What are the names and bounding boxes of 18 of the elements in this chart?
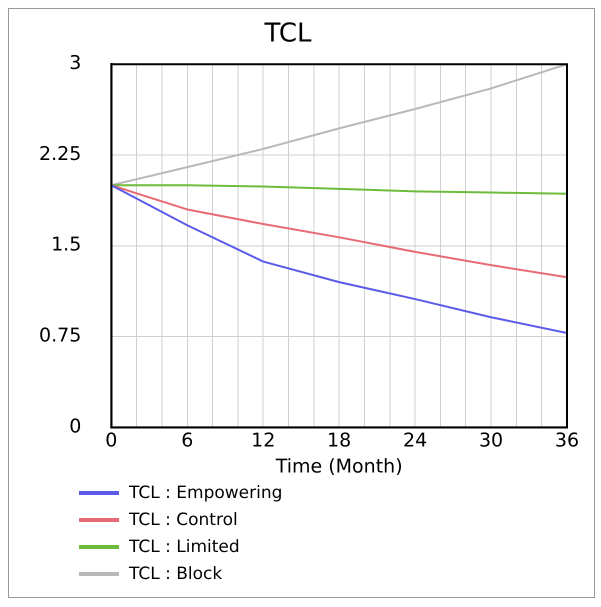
y-tick-label: 0 [69, 415, 82, 438]
legend-label: TCL : Block [129, 564, 222, 584]
legend-label: TCL : Empowering [129, 482, 282, 502]
y-tick-label: 1.5 [51, 234, 82, 256]
x-axis-title: Time (Month) [274, 456, 403, 478]
x-tick-label: 24 [403, 430, 428, 452]
x-tick-label: 30 [478, 430, 504, 452]
x-tick-label: 18 [327, 430, 352, 452]
y-tick-label: 2.25 [38, 142, 82, 165]
x-tick-label: 6 [181, 430, 194, 452]
chart-title: TCL [264, 18, 312, 48]
x-tick-label: 12 [251, 430, 276, 452]
x-tick-label: 36 [554, 430, 580, 452]
x-tick-label: 0 [105, 430, 118, 452]
legend-label: TCL : Limited [129, 536, 240, 556]
legend-label: TCL : Control [129, 510, 238, 530]
y-tick-label: 0.75 [38, 324, 82, 347]
y-tick-label: 3 [69, 52, 82, 74]
